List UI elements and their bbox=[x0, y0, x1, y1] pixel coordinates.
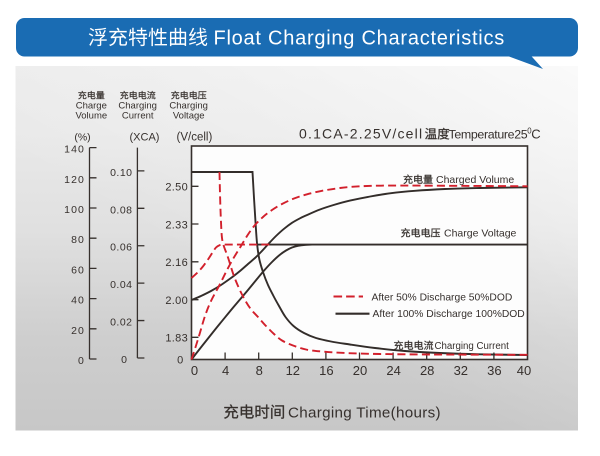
svg-text:2.50: 2.50 bbox=[165, 182, 188, 194]
svg-text:0.08: 0.08 bbox=[110, 204, 132, 216]
svg-text:36: 36 bbox=[487, 363, 501, 378]
svg-text:(XCA): (XCA) bbox=[130, 132, 160, 144]
svg-text:1.83: 1.83 bbox=[165, 333, 188, 345]
svg-text:40: 40 bbox=[517, 363, 531, 378]
svg-text:0.02: 0.02 bbox=[110, 317, 132, 329]
svg-text:0.1CA-2.25V/cell: 0.1CA-2.25V/cell bbox=[299, 126, 423, 142]
svg-text:2.00: 2.00 bbox=[165, 295, 188, 307]
svg-text:Charging: Charging bbox=[118, 100, 157, 111]
svg-text:0: 0 bbox=[191, 363, 198, 378]
svg-text:Temperature250C: Temperature250C bbox=[449, 127, 541, 142]
svg-text:2.33: 2.33 bbox=[165, 219, 188, 231]
svg-text:4: 4 bbox=[222, 363, 229, 378]
svg-text:(V/cell): (V/cell) bbox=[177, 132, 213, 144]
svg-text:Float Charging Characteristics: Float Charging Characteristics bbox=[214, 28, 506, 50]
svg-text:Charging Current: Charging Current bbox=[435, 341, 510, 352]
svg-text:After 100% Discharge 100%DOD: After 100% Discharge 100%DOD bbox=[373, 309, 525, 320]
svg-text:Voltage: Voltage bbox=[173, 111, 205, 122]
svg-text:Charging Time(hours): Charging Time(hours) bbox=[288, 405, 441, 422]
svg-text:24: 24 bbox=[386, 363, 400, 378]
svg-text:20: 20 bbox=[353, 363, 367, 378]
svg-text:28: 28 bbox=[420, 363, 434, 378]
svg-text:8: 8 bbox=[256, 363, 263, 378]
svg-text:60: 60 bbox=[71, 264, 85, 276]
svg-text:12: 12 bbox=[286, 363, 300, 378]
svg-text:0.10: 0.10 bbox=[110, 167, 132, 179]
svg-text:0: 0 bbox=[121, 354, 127, 366]
svg-text:0: 0 bbox=[177, 355, 183, 367]
svg-text:Charge Voltage: Charge Voltage bbox=[444, 228, 517, 240]
svg-text:After 50% Discharge 50%DOD: After 50% Discharge 50%DOD bbox=[372, 293, 513, 304]
svg-text:100: 100 bbox=[64, 204, 85, 216]
svg-text:Volume: Volume bbox=[75, 111, 107, 122]
svg-text:Current: Current bbox=[122, 111, 154, 122]
svg-text:Charging: Charging bbox=[169, 100, 208, 111]
svg-text:0.06: 0.06 bbox=[110, 242, 132, 254]
svg-text:40: 40 bbox=[71, 295, 85, 307]
svg-text:120: 120 bbox=[64, 174, 85, 186]
svg-text:Charged Volume: Charged Volume bbox=[436, 174, 514, 186]
svg-text:Charge: Charge bbox=[76, 100, 107, 111]
svg-text:80: 80 bbox=[71, 234, 85, 246]
svg-text:0.04: 0.04 bbox=[110, 279, 132, 291]
svg-text:32: 32 bbox=[454, 363, 468, 378]
svg-text:(%): (%) bbox=[74, 132, 90, 144]
svg-text:2.16: 2.16 bbox=[165, 257, 188, 269]
svg-text:140: 140 bbox=[64, 144, 85, 156]
svg-text:0: 0 bbox=[78, 355, 85, 367]
svg-text:20: 20 bbox=[71, 325, 85, 337]
svg-text:16: 16 bbox=[319, 363, 333, 378]
